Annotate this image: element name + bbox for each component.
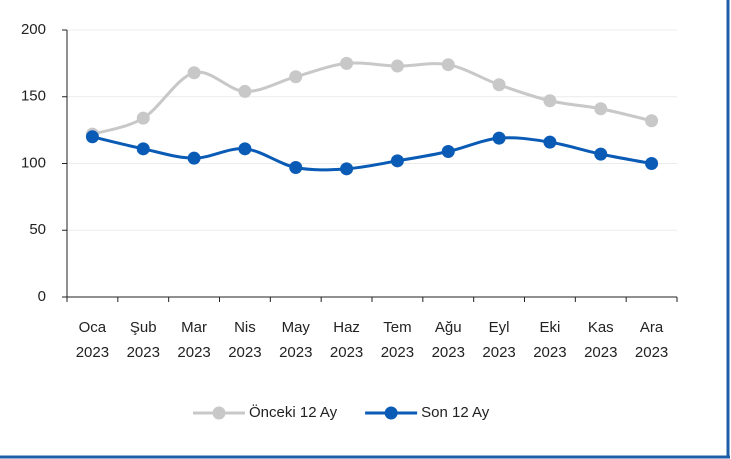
- x-tick-label: Nis 2023: [228, 319, 262, 361]
- x-tick-label: Kas 2023: [584, 319, 618, 361]
- x-tick-label: Şub 2023: [126, 319, 160, 361]
- data-point: [340, 162, 354, 176]
- x-tick-label: Eki 2023: [533, 319, 567, 361]
- data-point: [187, 66, 201, 80]
- data-point: [390, 154, 404, 168]
- data-point: [238, 142, 252, 156]
- data-point: [289, 70, 303, 84]
- x-tick-label: Oca 2023: [75, 319, 110, 361]
- data-point: [390, 59, 404, 73]
- x-tick-label: Haz 2023: [329, 319, 364, 361]
- data-point: [136, 111, 150, 125]
- data-point: [340, 56, 354, 70]
- x-tick-label: Mar 2023: [177, 319, 211, 361]
- y-tick-label: 100: [21, 154, 46, 171]
- data-point: [594, 102, 608, 116]
- data-point: [85, 130, 99, 144]
- data-point: [441, 58, 455, 72]
- data-point: [543, 94, 557, 108]
- data-point: [441, 144, 455, 158]
- data-point: [543, 135, 557, 149]
- x-tick-label: Eyl 2023: [482, 319, 516, 361]
- x-tick-label: Ara 2023: [634, 319, 669, 361]
- data-point: [645, 114, 659, 128]
- data-point: [492, 131, 506, 145]
- x-tick-label: May 2023: [279, 319, 313, 361]
- series-line: [92, 135, 652, 172]
- y-tick-label: 150: [21, 88, 46, 105]
- legend-label: Son 12 Ay: [421, 404, 490, 421]
- legend-swatch: [384, 406, 398, 420]
- y-tick-label: 50: [29, 221, 46, 238]
- legend-label: Önceki 12 Ay: [249, 403, 338, 421]
- legend-swatch: [212, 406, 226, 420]
- data-point: [289, 161, 303, 175]
- data-point: [238, 84, 252, 98]
- y-tick-label: 200: [21, 21, 46, 38]
- x-tick-label: Ağu 2023: [431, 319, 465, 361]
- data-point: [136, 142, 150, 156]
- data-point: [187, 151, 201, 165]
- data-point: [645, 157, 659, 170]
- data-point: [594, 147, 608, 161]
- x-tick-label: Tem 2023: [380, 319, 415, 361]
- data-point: [492, 78, 506, 92]
- series-line: [91, 61, 652, 136]
- y-tick-label: 0: [38, 288, 46, 305]
